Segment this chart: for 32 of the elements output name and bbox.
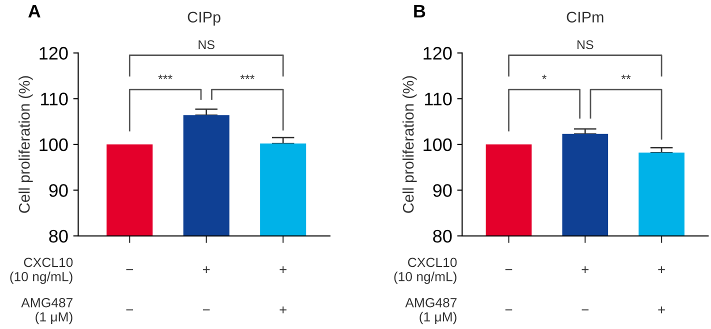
y-tick-label: 110: [41, 92, 68, 106]
chart-title: CIPp: [188, 12, 220, 26]
y-tick-label: 110: [425, 92, 452, 106]
y-axis-title: Cell proliferation (%): [402, 76, 417, 213]
category-label: − −: [126, 269, 133, 310]
y-tick-label: 90: [433, 184, 452, 197]
category-label: + −: [582, 266, 589, 310]
y-axis-title: Cell proliferation (%): [18, 76, 33, 213]
annotation: ***: [240, 74, 255, 80]
annotation: ***: [158, 74, 172, 80]
category-label: + +: [280, 266, 286, 314]
annotation: **: [621, 74, 631, 80]
y-tick-label: 100: [40, 138, 68, 152]
y-tick-label: 120: [424, 46, 452, 60]
text: CXCL10 (10 ng/mL): [394, 258, 457, 284]
text: A: [28, 4, 40, 18]
y-tick-label: 100: [424, 138, 452, 152]
text: NS: [577, 40, 594, 50]
y-tick-label: 80: [49, 230, 68, 243]
text: B: [414, 4, 426, 18]
y-tick-label: 80: [433, 230, 452, 243]
text: AMG487 (1 μM): [405, 298, 457, 324]
y-tick-label: 90: [49, 184, 68, 197]
category-label: − −: [505, 269, 512, 310]
text: CXCL10 (10 ng/mL): [10, 258, 73, 284]
y-tick-label: 120: [40, 46, 68, 60]
category-label: + −: [202, 266, 210, 310]
chart-title: CIPm: [566, 12, 604, 23]
text: NS: [198, 40, 214, 50]
category-label: + +: [658, 266, 665, 314]
text: AMG487 (1 μM): [21, 298, 73, 324]
annotation: *: [542, 74, 547, 80]
